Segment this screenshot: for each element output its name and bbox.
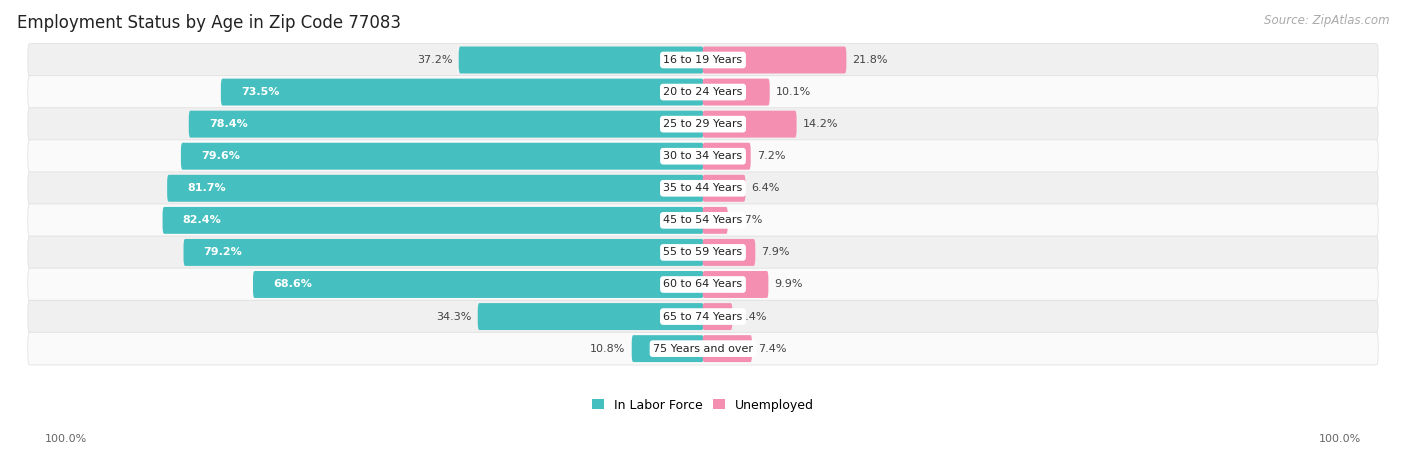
Text: 10.1%: 10.1%: [776, 87, 811, 97]
FancyBboxPatch shape: [703, 110, 797, 138]
Text: 34.3%: 34.3%: [436, 312, 471, 322]
FancyBboxPatch shape: [703, 271, 769, 298]
Text: 7.9%: 7.9%: [761, 248, 790, 258]
FancyBboxPatch shape: [188, 110, 703, 138]
Text: 25 to 29 Years: 25 to 29 Years: [664, 119, 742, 129]
Text: 35 to 44 Years: 35 to 44 Years: [664, 183, 742, 193]
FancyBboxPatch shape: [167, 175, 703, 202]
FancyBboxPatch shape: [703, 143, 751, 170]
FancyBboxPatch shape: [703, 207, 728, 234]
FancyBboxPatch shape: [703, 78, 769, 106]
Text: 75 Years and over: 75 Years and over: [652, 344, 754, 354]
Text: 73.5%: 73.5%: [240, 87, 280, 97]
Text: 9.9%: 9.9%: [775, 280, 803, 290]
Text: Source: ZipAtlas.com: Source: ZipAtlas.com: [1264, 14, 1389, 27]
FancyBboxPatch shape: [28, 236, 1378, 269]
Text: 7.4%: 7.4%: [758, 344, 786, 354]
FancyBboxPatch shape: [478, 303, 703, 330]
Text: 78.4%: 78.4%: [209, 119, 247, 129]
Text: 55 to 59 Years: 55 to 59 Years: [664, 248, 742, 258]
Text: 7.2%: 7.2%: [756, 151, 785, 161]
FancyBboxPatch shape: [703, 46, 846, 74]
FancyBboxPatch shape: [221, 78, 703, 106]
Text: 100.0%: 100.0%: [1319, 434, 1361, 444]
FancyBboxPatch shape: [458, 46, 703, 74]
Text: 30 to 34 Years: 30 to 34 Years: [664, 151, 742, 161]
FancyBboxPatch shape: [28, 140, 1378, 173]
FancyBboxPatch shape: [28, 332, 1378, 365]
FancyBboxPatch shape: [703, 335, 752, 362]
Text: 60 to 64 Years: 60 to 64 Years: [664, 280, 742, 290]
Text: 16 to 19 Years: 16 to 19 Years: [664, 55, 742, 65]
Text: 20 to 24 Years: 20 to 24 Years: [664, 87, 742, 97]
Text: 45 to 54 Years: 45 to 54 Years: [664, 215, 742, 226]
FancyBboxPatch shape: [163, 207, 703, 234]
Text: 65 to 74 Years: 65 to 74 Years: [664, 312, 742, 322]
Text: 82.4%: 82.4%: [183, 215, 222, 226]
Legend: In Labor Force, Unemployed: In Labor Force, Unemployed: [592, 399, 814, 411]
FancyBboxPatch shape: [253, 271, 703, 298]
FancyBboxPatch shape: [703, 175, 745, 202]
Text: 4.4%: 4.4%: [738, 312, 766, 322]
Text: 81.7%: 81.7%: [187, 183, 226, 193]
FancyBboxPatch shape: [28, 44, 1378, 76]
FancyBboxPatch shape: [703, 239, 755, 266]
Text: 10.8%: 10.8%: [591, 344, 626, 354]
Text: 6.4%: 6.4%: [751, 183, 780, 193]
FancyBboxPatch shape: [184, 239, 703, 266]
FancyBboxPatch shape: [703, 303, 733, 330]
Text: 79.6%: 79.6%: [201, 151, 240, 161]
FancyBboxPatch shape: [631, 335, 703, 362]
FancyBboxPatch shape: [28, 172, 1378, 205]
Text: 79.2%: 79.2%: [204, 248, 242, 258]
Text: 100.0%: 100.0%: [45, 434, 87, 444]
FancyBboxPatch shape: [28, 108, 1378, 141]
Text: 37.2%: 37.2%: [418, 55, 453, 65]
FancyBboxPatch shape: [181, 143, 703, 170]
FancyBboxPatch shape: [28, 300, 1378, 333]
Text: 68.6%: 68.6%: [273, 280, 312, 290]
FancyBboxPatch shape: [28, 268, 1378, 301]
Text: 21.8%: 21.8%: [852, 55, 889, 65]
Text: 3.7%: 3.7%: [734, 215, 762, 226]
Text: 14.2%: 14.2%: [803, 119, 838, 129]
FancyBboxPatch shape: [28, 76, 1378, 108]
FancyBboxPatch shape: [28, 204, 1378, 237]
Text: Employment Status by Age in Zip Code 77083: Employment Status by Age in Zip Code 770…: [17, 14, 401, 32]
